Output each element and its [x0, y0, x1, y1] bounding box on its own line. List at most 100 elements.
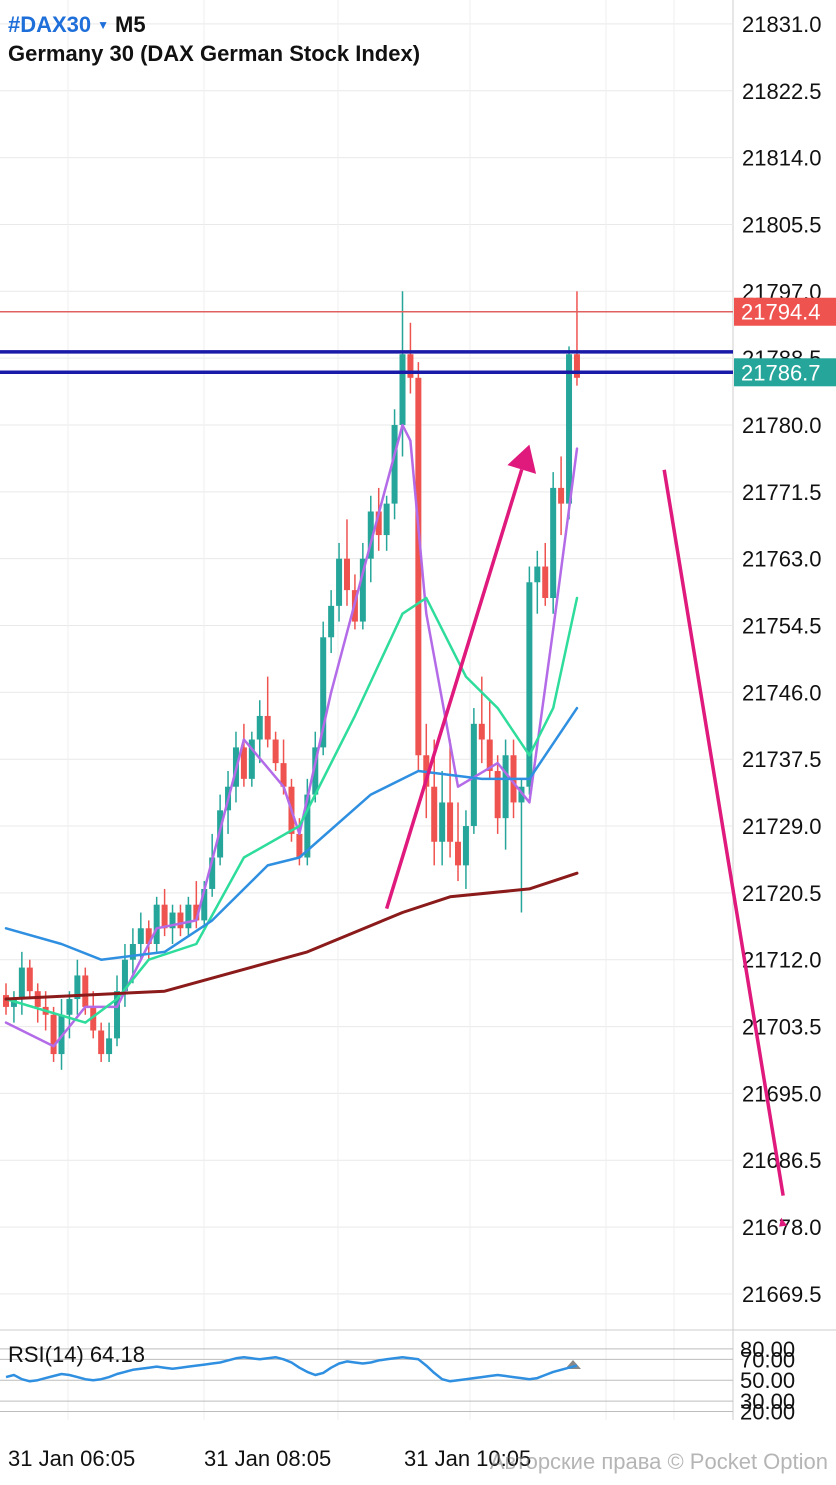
candle-body	[566, 354, 573, 504]
candle-body	[177, 912, 184, 929]
rsi-tick-label: 80.00	[740, 1337, 795, 1362]
candle-body	[264, 715, 271, 740]
y-tick-label: 21831.0	[742, 12, 822, 37]
candle	[153, 896, 160, 952]
symbol-selector[interactable]: #DAX30	[8, 12, 92, 37]
candle-body	[367, 511, 374, 559]
candle-body	[10, 999, 17, 1007]
candle	[343, 519, 350, 606]
candle	[34, 983, 41, 1023]
moving-average-slow	[4, 706, 579, 961]
candle-body	[280, 763, 287, 787]
rsi-tick-label: 70.00	[740, 1347, 795, 1372]
candle-body	[169, 912, 176, 929]
candle	[415, 362, 422, 771]
candle-body	[209, 857, 216, 889]
rsi-line	[5, 1355, 578, 1383]
y-tick-label: 21712.0	[742, 948, 822, 973]
candle	[573, 291, 580, 386]
candle-body	[343, 558, 350, 591]
arrowhead-icon	[507, 444, 537, 474]
candle-body	[391, 424, 398, 504]
y-tick-label: 21805.5	[742, 212, 822, 237]
y-tick-label: 21822.5	[742, 79, 822, 104]
candle	[526, 566, 533, 795]
y-tick-label: 21695.0	[742, 1081, 822, 1106]
candle-body	[121, 959, 128, 992]
candle	[447, 739, 454, 858]
candle-body	[256, 715, 263, 740]
y-tick-label: 21746.0	[742, 680, 822, 705]
candle-body	[137, 928, 144, 944]
chart-header: #DAX30 ▼ M5 Germany 30 (DAX German Stock…	[8, 12, 420, 68]
candle-body	[375, 511, 382, 536]
chevron-down-icon[interactable]: ▼	[97, 18, 110, 32]
candle	[90, 991, 97, 1039]
candle-body	[90, 1006, 97, 1031]
candle	[264, 676, 271, 748]
candle	[50, 1006, 57, 1062]
candle	[74, 959, 81, 1015]
candle	[462, 810, 469, 889]
candle	[502, 739, 509, 850]
candle-body	[320, 637, 327, 748]
candle-body	[534, 566, 541, 583]
moving-average-long	[4, 871, 579, 1001]
candle-body	[145, 928, 152, 944]
candle	[256, 700, 263, 764]
candle	[98, 1022, 105, 1062]
candle-body	[407, 354, 414, 378]
price-level-label: 21794.4	[741, 300, 821, 325]
candle-body	[486, 739, 493, 771]
candle	[10, 991, 17, 1023]
y-tick-label: 21729.0	[742, 814, 822, 839]
candle	[391, 409, 398, 520]
candle	[26, 959, 33, 1000]
candle	[121, 943, 128, 1007]
candle-body	[201, 888, 208, 921]
candle	[486, 700, 493, 779]
candle-body	[399, 354, 406, 425]
candle-body	[114, 991, 121, 1039]
y-tick-label: 21780.0	[742, 413, 822, 438]
candle-body	[359, 558, 366, 622]
rsi-tick-label: 30.00	[740, 1389, 795, 1414]
candle-body	[82, 975, 89, 1007]
candle-body	[328, 605, 335, 638]
y-tick-label: 21737.5	[742, 747, 822, 772]
y-tick-label: 21686.5	[742, 1148, 822, 1173]
candle-body	[415, 377, 422, 756]
y-tick-label: 21771.5	[742, 480, 822, 505]
timeframe-label[interactable]: M5	[115, 12, 146, 37]
candle-body	[185, 904, 192, 929]
candle-body	[383, 503, 390, 536]
rsi-tick-label: 20.00	[740, 1400, 795, 1425]
candle-body	[272, 739, 279, 764]
candle-body	[502, 755, 509, 819]
candle-body	[336, 558, 343, 606]
price-level-tag	[734, 358, 836, 387]
candle-body	[129, 943, 136, 960]
watermark: Авторские права © Pocket Option	[489, 1449, 828, 1474]
candle	[66, 991, 73, 1039]
candle	[272, 731, 279, 771]
candle-body	[26, 967, 33, 992]
trend-arrow-down-icon	[662, 469, 785, 1196]
candle-body	[478, 723, 485, 740]
candle	[534, 550, 541, 614]
candle-body	[312, 747, 319, 795]
y-tick-label: 21814.0	[742, 146, 822, 171]
candle	[359, 542, 366, 630]
instrument-description: Germany 30 (DAX German Stock Index)	[8, 41, 421, 66]
candle	[566, 346, 573, 520]
candle	[375, 487, 382, 551]
rsi-label: RSI(14) 64.18	[8, 1342, 145, 1367]
price-level-label: 21786.7	[741, 360, 821, 385]
candle-body	[518, 786, 525, 803]
candle	[407, 322, 414, 394]
moving-average-mid	[4, 596, 579, 1024]
arrowhead-icon	[779, 1217, 788, 1227]
candle	[470, 708, 477, 834]
x-tick-label: 31 Jan 08:05	[204, 1446, 331, 1471]
